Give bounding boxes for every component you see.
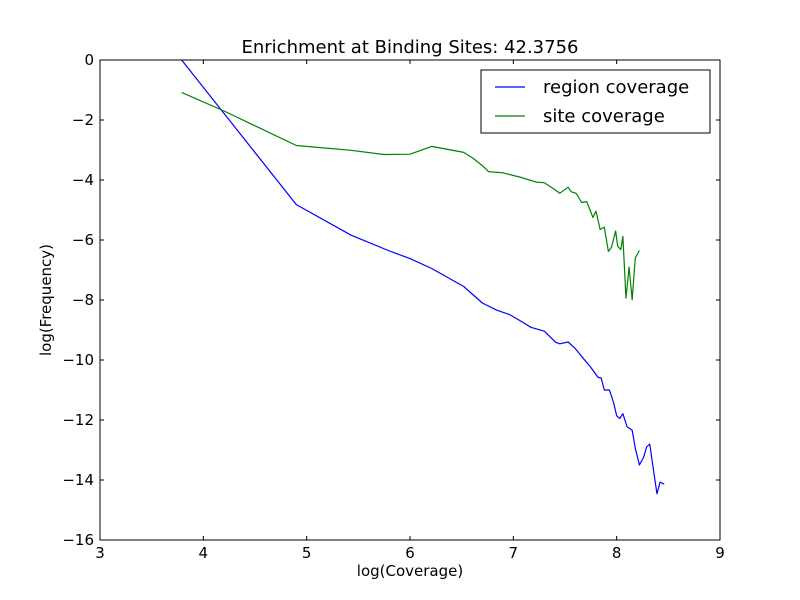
x-tick-label: 7 — [509, 544, 519, 562]
y-tick-label: −8 — [72, 291, 94, 309]
x-tick-label: 3 — [95, 544, 105, 562]
legend-label-region-coverage: region coverage — [543, 77, 689, 98]
axis-ticks: 3 4 5 6 7 8 9 0 −2 −4 −6 −8 −10 −12 −14 −16 — [62, 51, 724, 562]
y-tick-label: −2 — [72, 111, 94, 129]
chart-title: Enrichment at Binding Sites: 42.3756 — [242, 37, 579, 58]
x-tick-label: 8 — [612, 544, 622, 562]
x-tick-label: 5 — [302, 544, 312, 562]
legend-label-site-coverage: site coverage — [543, 106, 665, 127]
series-line-site-coverage — [181, 91, 640, 301]
series-line-region-coverage — [181, 59, 665, 495]
x-tick-label: 9 — [715, 544, 725, 562]
legend: region coverage site coverage — [480, 69, 711, 134]
y-tick-label: −12 — [62, 411, 94, 429]
x-tick-label: 4 — [199, 544, 209, 562]
plot-area — [181, 59, 665, 495]
y-tick-label: 0 — [84, 51, 94, 69]
y-tick-label: −10 — [62, 351, 94, 369]
legend-box — [480, 69, 711, 134]
x-axis-label: log(Coverage) — [357, 562, 463, 580]
y-tick-label: −16 — [62, 531, 94, 549]
y-axis-label: log(Frequency) — [37, 244, 55, 356]
y-tick-label: −4 — [72, 171, 94, 189]
y-tick-label: −14 — [62, 471, 94, 489]
y-tick-label: −6 — [72, 231, 94, 249]
x-tick-label: 6 — [405, 544, 415, 562]
